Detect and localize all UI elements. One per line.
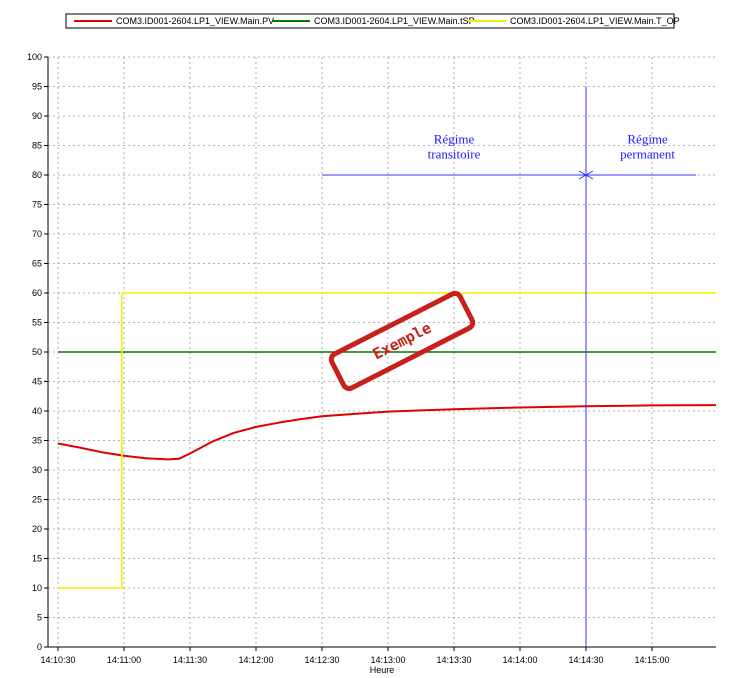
- x-tick-label: 14:13:30: [436, 655, 471, 665]
- stamp-frame: [328, 290, 476, 392]
- y-tick-label: 75: [32, 200, 42, 210]
- y-tick-label: 10: [32, 583, 42, 593]
- y-tick-label: 5: [37, 613, 42, 623]
- annotation-text: Régime: [627, 131, 668, 146]
- legend-item: COM3.ID001-2604.LP1_VIEW.Main.PV: [74, 16, 274, 26]
- y-tick-label: 40: [32, 406, 42, 416]
- y-tick-label: 70: [32, 229, 42, 239]
- legend-item: COM3.ID001-2604.LP1_VIEW.Main.T_OP: [468, 16, 680, 26]
- legend-box: [65, 13, 675, 29]
- stamp-text: Exemple: [370, 319, 435, 364]
- regime-arrow-head: [578, 170, 594, 180]
- series-line-3: [58, 292, 716, 589]
- y-tick-label: 45: [32, 377, 42, 387]
- y-tick-label: 0: [37, 642, 42, 652]
- y-tick-label: 65: [32, 259, 42, 269]
- x-tick-label: 14:11:30: [173, 655, 207, 665]
- y-tick-label: 30: [32, 465, 42, 475]
- x-tick-label: 14:12:00: [238, 655, 273, 665]
- axes: 0 5 10 15 20 25 30 35 40 45 50 55 60 65 70 75 80 85 90 95 10…: [27, 52, 716, 665]
- annotation-text: transitoire: [428, 146, 481, 161]
- legend-item: COM3.ID001-2604.LP1_VIEW.Main.tSP: [272, 16, 475, 26]
- y-tick-label: 100: [27, 52, 42, 62]
- x-tick-label: 14:10:30: [40, 655, 75, 665]
- series-lines: [57, 292, 717, 589]
- y-tick-label: 60: [32, 288, 42, 298]
- x-tick-label: 14:11:00: [107, 655, 141, 665]
- legend-label: COM3.ID001-2604.LP1_VIEW.Main.PV: [116, 16, 274, 26]
- y-tick-label: 85: [32, 141, 42, 151]
- y-tick-label: 90: [32, 111, 42, 121]
- y-tick-label: 25: [32, 495, 42, 505]
- exemple-stamp: Exemple: [328, 290, 476, 392]
- y-tick-label: 55: [32, 318, 42, 328]
- x-axis-label: Heure: [370, 665, 395, 675]
- y-tick-label: 95: [32, 82, 42, 92]
- legend: COM3.ID001-2604.LP1_VIEW.Main.PV COM3.ID0…: [74, 16, 680, 26]
- series-line-1: [57, 404, 717, 461]
- x-tick-label: 14:14:30: [568, 655, 603, 665]
- y-tick-label: 80: [32, 170, 42, 180]
- legend-label: COM3.ID001-2604.LP1_VIEW.Main.T_OP: [510, 16, 680, 26]
- y-tick-label: 20: [32, 524, 42, 534]
- y-tick-label: 15: [32, 554, 42, 564]
- x-tick-label: 14:12:30: [304, 655, 339, 665]
- annotation-text: permanent: [620, 146, 675, 161]
- annotation-text: Régime: [434, 131, 475, 146]
- x-tick-label: 14:15:00: [634, 655, 669, 665]
- x-tick-label: 14:14:00: [502, 655, 537, 665]
- y-tick-label: 35: [32, 436, 42, 446]
- x-tick-label: 14:13:00: [370, 655, 405, 665]
- y-tick-label: 50: [32, 347, 42, 357]
- legend-label: COM3.ID001-2604.LP1_VIEW.Main.tSP: [314, 16, 475, 26]
